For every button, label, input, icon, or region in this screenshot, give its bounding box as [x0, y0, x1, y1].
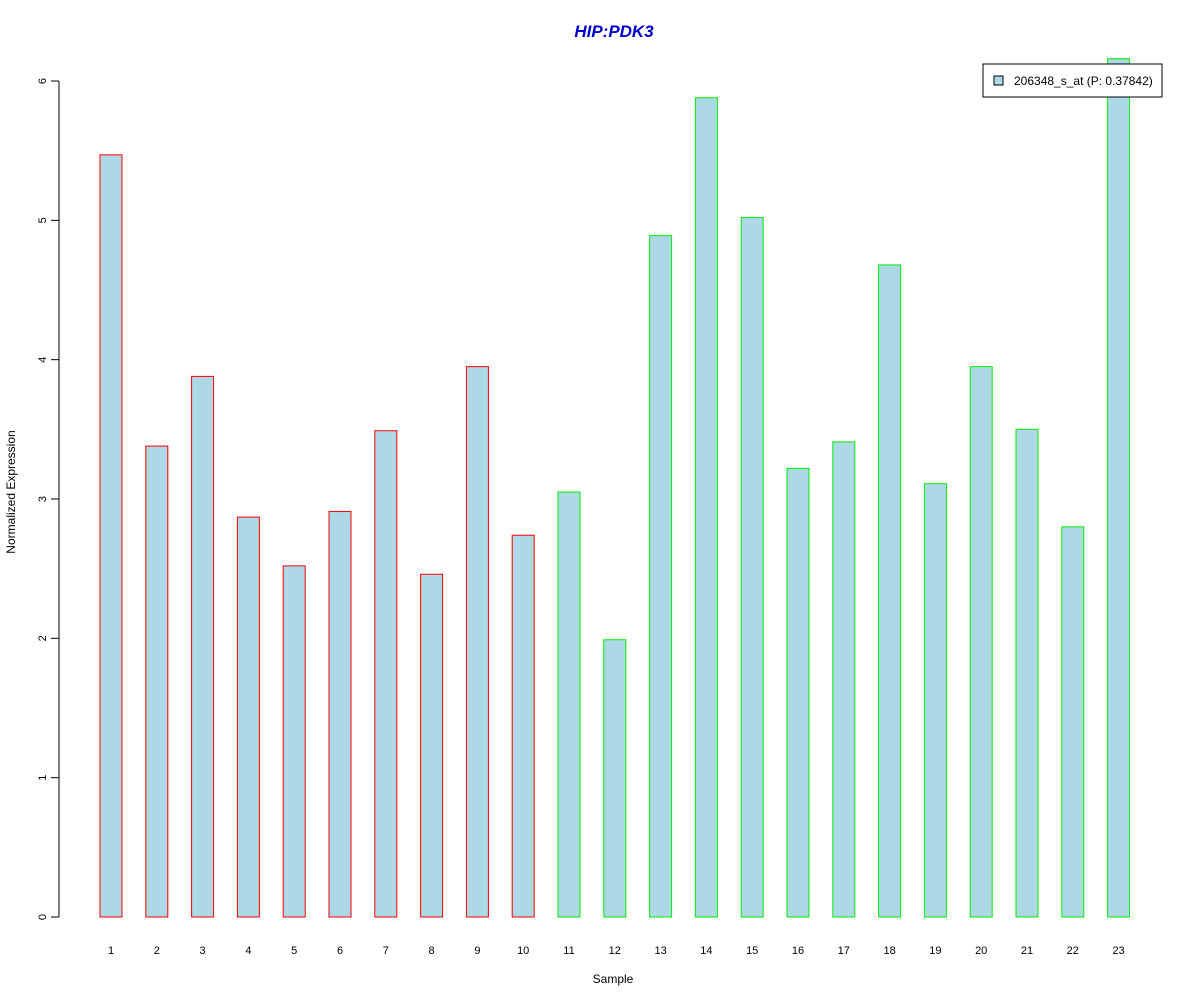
x-axis-tick-labels: 1 2 3 4 5 6 7 8 9 10 11 12 13 14 15 16 17 18 19 20 21 22 23	[108, 945, 1125, 957]
x-tick-label: 5	[291, 945, 297, 957]
bar-sample-22	[1061, 526, 1085, 918]
x-tick-label: 6	[337, 945, 343, 957]
x-tick-label: 11	[563, 945, 574, 957]
x-tick-label: 18	[883, 945, 895, 957]
y-axis-label: Normalized Expression	[4, 430, 18, 553]
bar-sample-12	[603, 639, 627, 918]
bar-sample-6	[328, 511, 352, 918]
bar-sample-23	[1107, 58, 1131, 918]
bar-sample-18	[878, 264, 902, 918]
bar-sample-20	[969, 366, 993, 918]
x-tick-label: 8	[429, 945, 435, 957]
x-axis-label: Sample	[593, 972, 634, 986]
x-tick-label: 19	[929, 945, 941, 957]
x-tick-label: 3	[200, 945, 206, 957]
x-tick-label: 17	[838, 945, 850, 957]
x-tick-label: 2	[154, 945, 160, 957]
x-tick-label: 23	[1112, 945, 1124, 957]
bar-sample-8	[420, 573, 444, 918]
legend-label: 206348_s_at (P: 0.37842)	[1014, 74, 1153, 88]
bar-sample-4	[236, 516, 260, 918]
bar-sample-17	[832, 441, 856, 918]
x-tick-label: 13	[654, 945, 666, 957]
legend-swatch	[993, 75, 1004, 86]
x-tick-label: 22	[1067, 945, 1079, 957]
bar-sample-14	[694, 97, 718, 918]
x-tick-label: 21	[1021, 945, 1033, 957]
x-tick-label: 7	[383, 945, 389, 957]
x-tick-label: 9	[474, 945, 480, 957]
bar-sample-9	[465, 366, 489, 918]
bar-sample-13	[649, 235, 673, 918]
x-tick-label: 4	[245, 945, 251, 957]
y-tick-label: 6	[37, 78, 49, 84]
bar-sample-3	[191, 375, 215, 918]
x-tick-label: 20	[975, 945, 987, 957]
bar-sample-21	[1015, 428, 1039, 918]
x-tick-label: 12	[609, 945, 621, 957]
bar-sample-15	[740, 217, 764, 918]
bar-sample-5	[282, 565, 306, 918]
bar-sample-11	[557, 491, 581, 918]
x-tick-label: 14	[700, 945, 712, 957]
bar-sample-1	[99, 154, 123, 918]
bars	[99, 58, 1131, 918]
y-tick-label: 0	[37, 914, 49, 920]
bar-sample-10	[511, 534, 535, 918]
legend: 206348_s_at (P: 0.37842)	[982, 63, 1163, 98]
y-tick-label: 1	[37, 775, 49, 781]
y-tick-label: 3	[37, 496, 49, 502]
x-tick-label: 1	[108, 945, 114, 957]
x-tick-label: 15	[746, 945, 758, 957]
bar-sample-19	[923, 483, 947, 918]
y-tick-label: 2	[37, 635, 49, 641]
y-axis-ticks: 0 1 2 3 4 5 6	[37, 78, 59, 920]
chart-title: HIP:PDK3	[574, 22, 654, 41]
bar-sample-7	[374, 430, 398, 918]
y-tick-label: 4	[37, 357, 49, 363]
bar-sample-2	[145, 445, 169, 918]
y-tick-label: 5	[37, 217, 49, 223]
x-tick-label: 16	[792, 945, 804, 957]
legend-box	[982, 63, 1163, 98]
x-tick-label: 10	[517, 945, 529, 957]
bar-sample-16	[786, 467, 810, 918]
